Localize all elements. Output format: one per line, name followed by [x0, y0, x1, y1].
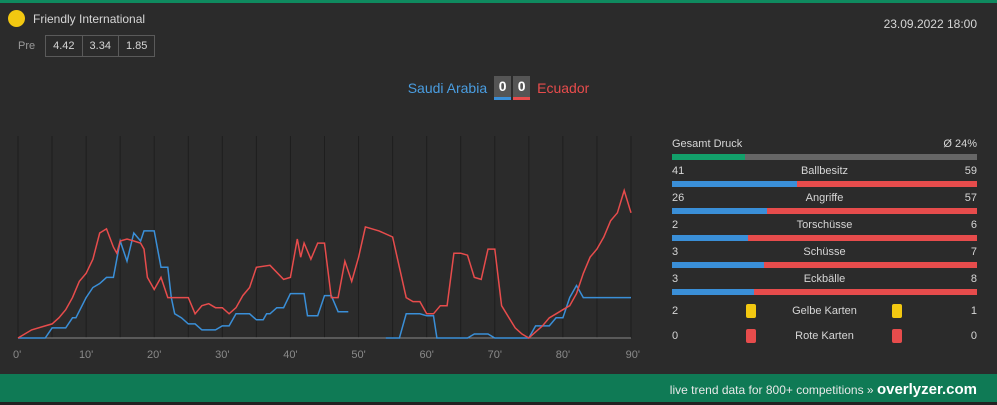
- bottom-edge: [0, 402, 997, 405]
- card-icon: [892, 304, 902, 318]
- away-team-name[interactable]: Ecuador: [537, 80, 590, 96]
- match-datetime: 23.09.2022 18:00: [883, 17, 977, 31]
- card-away-count: 1: [970, 305, 977, 317]
- pressure-stat: Gesamt Druck Ø 24%: [672, 138, 977, 160]
- pre-odds: Pre 4.42 3.34 1.85: [18, 35, 156, 57]
- card-away-count: 0: [970, 330, 977, 342]
- x-tick-label: 80': [556, 349, 570, 361]
- stat-home-value: 3: [672, 246, 679, 258]
- card-label: Gelbe Karten: [792, 305, 857, 317]
- stat-bar-home-fill: [672, 235, 749, 241]
- pressure-label: Gesamt Druck: [672, 138, 743, 150]
- pressure-value: Ø 24%: [943, 138, 977, 150]
- stat-row: 3 Schüsse 7: [672, 246, 977, 268]
- stat-away-value: 57: [964, 192, 977, 204]
- pressure-bar: [672, 154, 977, 160]
- competition-name: Friendly International: [33, 11, 146, 26]
- scoreline: Saudi Arabia 0 0 Ecuador: [0, 76, 997, 100]
- home-trend-line: [18, 230, 349, 339]
- stat-row: 3 Eckbälle 8: [672, 273, 977, 295]
- card-icon: [746, 329, 756, 343]
- odd-away[interactable]: 1.85: [117, 36, 154, 56]
- stat-away-value: 59: [964, 165, 977, 177]
- stat-bar: [672, 262, 977, 268]
- stat-row: 2 Torschüsse 6: [672, 219, 977, 241]
- x-tick-label: 70': [488, 349, 502, 361]
- stat-away-value: 7: [970, 246, 977, 258]
- stat-away-value: 8: [970, 273, 977, 285]
- chart-x-ticks: 0' 10' 20' 30' 40' 50' 60' 70' 80' 90': [13, 349, 640, 361]
- pressure-bar-fill: [672, 154, 746, 160]
- x-tick-label: 40': [283, 349, 297, 361]
- footer-bar: live trend data for 800+ competitions » …: [0, 374, 997, 402]
- top-accent-bar: [0, 0, 997, 3]
- x-tick-label: 30': [215, 349, 229, 361]
- card-icon: [746, 304, 756, 318]
- stat-bar-home-fill: [672, 262, 764, 268]
- stat-home-value: 3: [672, 273, 679, 285]
- stat-label: Schüsse: [803, 246, 846, 258]
- card-row: 0 Rote Karten 0: [672, 329, 977, 345]
- card-label: Rote Karten: [795, 330, 854, 342]
- stat-bar-home-fill: [672, 289, 755, 295]
- away-trend-line: [17, 187, 632, 339]
- stat-bar: [672, 289, 977, 295]
- stat-label: Torschüsse: [796, 219, 853, 231]
- brand-logo: overlyzer.com: [876, 381, 977, 398]
- x-tick-label: 90': [626, 349, 640, 361]
- away-score: 0: [513, 76, 531, 100]
- odd-draw[interactable]: 3.34: [81, 36, 118, 56]
- stat-home-value: 26: [672, 192, 685, 204]
- stat-bar: [672, 235, 977, 241]
- stat-home-value: 2: [672, 219, 679, 231]
- card-icon: [892, 329, 902, 343]
- x-tick-label: 20': [147, 349, 161, 361]
- stat-bar-home-fill: [672, 181, 798, 187]
- stat-label: Angriffe: [805, 192, 844, 204]
- pre-label: Pre: [18, 40, 36, 52]
- odd-home[interactable]: 4.42: [53, 40, 75, 52]
- footer-text: live trend data for 800+ competitions »: [669, 383, 874, 397]
- stat-away-value: 6: [970, 219, 977, 231]
- stat-home-value: 41: [672, 165, 685, 177]
- odds-group: 4.42 3.34 1.85: [45, 35, 156, 57]
- home-trend-line: [385, 283, 631, 339]
- footer-link[interactable]: live trend data for 800+ competitions » …: [670, 381, 977, 398]
- competition-icon: [8, 10, 25, 27]
- stat-row: 26 Angriffe 57: [672, 192, 977, 214]
- chart-series: [17, 187, 632, 339]
- stat-bar-home-fill: [672, 208, 767, 214]
- card-home-count: 2: [672, 305, 679, 317]
- stat-bar: [672, 181, 977, 187]
- home-team-name[interactable]: Saudi Arabia: [407, 80, 488, 96]
- card-row: 2 Gelbe Karten 1: [672, 304, 977, 320]
- home-score: 0: [494, 76, 512, 100]
- card-home-count: 0: [672, 330, 679, 342]
- x-tick-label: 60': [419, 349, 433, 361]
- stat-label: Eckbälle: [803, 273, 846, 285]
- stat-bar: [672, 208, 977, 214]
- competition-header: Friendly International: [8, 10, 145, 27]
- x-tick-label: 10': [79, 349, 93, 361]
- stat-label: Ballbesitz: [800, 165, 849, 177]
- pressure-trend-chart: 0' 10' 20' 30' 40' 50' 60' 70' 80' 90': [13, 136, 640, 361]
- x-tick-label: 50': [351, 349, 365, 361]
- x-tick-label: 0': [13, 349, 21, 361]
- stat-row: 41 Ballbesitz 59: [672, 165, 977, 187]
- chart-grid: [17, 136, 632, 339]
